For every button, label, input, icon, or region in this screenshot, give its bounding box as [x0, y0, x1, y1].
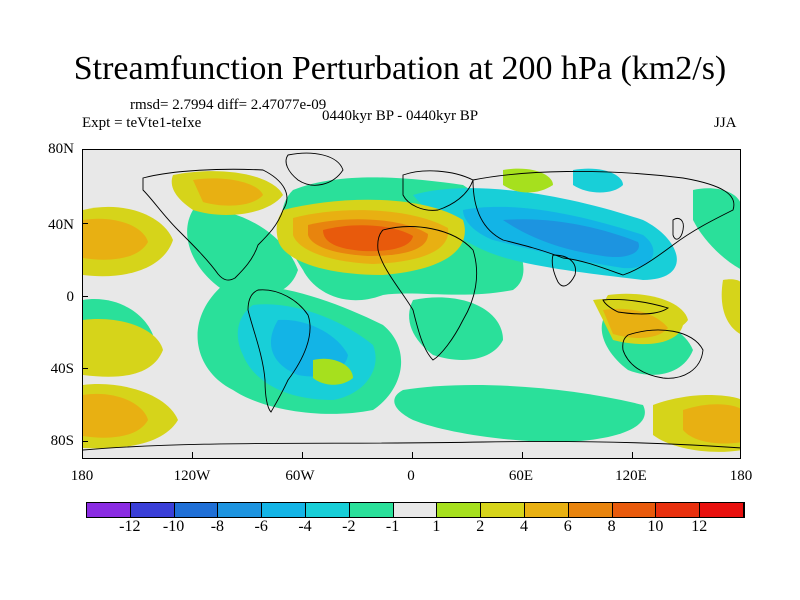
legend-label: -4 — [298, 518, 312, 535]
legend-label: 4 — [520, 518, 528, 535]
lon-tickmark — [192, 452, 193, 458]
period-text: 0440kyr BP - 0440kyr BP — [322, 108, 479, 124]
lat-label-40n: 40N — [48, 217, 74, 233]
lon-tickmark — [632, 452, 633, 458]
color-legend-bar — [86, 502, 745, 518]
north-america-coast — [142, 168, 288, 281]
greenland-coast — [285, 152, 344, 186]
lon-label-180-east: 180 — [729, 468, 753, 484]
legend-label: 10 — [647, 518, 664, 535]
south-america-coast — [247, 289, 311, 413]
australia-coast — [622, 329, 704, 379]
legend-label: -12 — [119, 518, 141, 535]
asia-coast — [472, 170, 735, 276]
legend-label: 8 — [607, 518, 616, 535]
map-panel — [82, 149, 741, 459]
legend-swatch — [87, 503, 131, 517]
lon-tickmark — [522, 452, 523, 458]
legend-label: 12 — [691, 518, 708, 535]
legend-swatch — [568, 503, 613, 517]
legend-label: -6 — [254, 518, 268, 535]
legend-swatch — [130, 503, 175, 517]
stats-text: rmsd= 2.7994 diff= 2.47077e-09 — [130, 97, 327, 113]
lon-tickmark — [82, 452, 83, 458]
streamfunction-map — [83, 152, 740, 452]
plot-title: Streamfunction Perturbation at 200 hPa (… — [73, 50, 727, 87]
legend-swatch — [700, 503, 744, 517]
lon-label-60e: 60E — [508, 468, 534, 484]
legend-swatch — [481, 503, 525, 517]
legend-label: -1 — [385, 518, 400, 535]
legend-swatch — [524, 503, 569, 517]
coastlines — [83, 152, 740, 451]
lon-label-180-west: 180 — [70, 468, 94, 484]
lat-tickmark — [82, 296, 88, 297]
lat-label-equator: 0 — [66, 289, 75, 305]
legend-label: 1 — [432, 518, 441, 535]
legend-swatch — [262, 503, 306, 517]
lat-tickmark — [82, 223, 88, 224]
lon-label-120w: 120W — [173, 468, 211, 484]
lat-label-40s: 40S — [50, 361, 74, 377]
experiment-text: Expt = teVte1-teIxe — [82, 115, 202, 131]
season-text: JJA — [714, 115, 737, 131]
legend-swatch — [218, 503, 263, 517]
legend-swatch — [174, 503, 219, 517]
legend-label: -10 — [162, 518, 185, 535]
legend-swatch — [393, 503, 438, 517]
indonesia-coast — [602, 299, 670, 315]
legend-label: 2 — [476, 518, 485, 535]
lat-tickmark — [82, 149, 88, 150]
lat-label-80s: 80S — [50, 433, 74, 449]
lon-tickmark — [740, 452, 741, 458]
lon-label-0: 0 — [407, 468, 415, 484]
lon-label-120e: 120E — [615, 468, 647, 484]
legend-label: 6 — [563, 518, 572, 535]
legend-swatch — [349, 503, 394, 517]
lat-tickmark — [82, 368, 88, 369]
legend-swatch — [656, 503, 701, 517]
india-coast — [551, 254, 576, 287]
africa-coast — [377, 226, 478, 361]
lon-tickmark — [412, 452, 413, 458]
lon-label-60w: 60W — [285, 468, 315, 484]
legend-swatch — [437, 503, 482, 517]
lat-label-80n: 80N — [48, 141, 74, 157]
legend-label: -2 — [342, 518, 356, 535]
europe-coast — [402, 170, 474, 211]
contour-fields — [83, 168, 740, 452]
legend-swatch — [612, 503, 657, 517]
legend-label: -8 — [210, 518, 225, 535]
legend-swatch — [305, 503, 350, 517]
antarctica-coast — [83, 441, 740, 451]
lon-tickmark — [302, 452, 303, 458]
japan-coast — [672, 218, 684, 240]
lat-tickmark — [82, 441, 88, 442]
